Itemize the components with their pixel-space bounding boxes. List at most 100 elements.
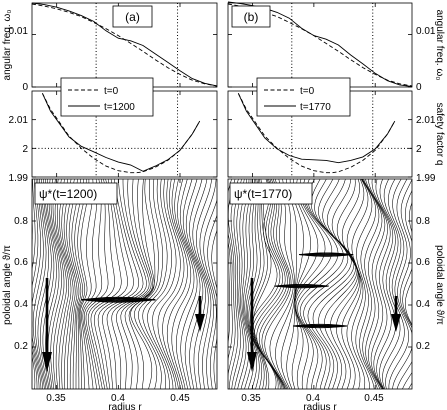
xlabel-a: radius r [108,402,142,410]
psi-b-island-line [274,283,329,287]
psi-a-contour-line [189,179,206,389]
psi-a-contour-line [35,179,47,389]
q-ytick-b-2: 2 [416,144,422,155]
psi-a-contour-line [97,179,134,389]
xtick-b-0.4: 0.4 [306,393,320,404]
psi-a-contour-line [116,179,150,389]
psi-b-contour-line [248,179,263,389]
psi-a-contour-line [124,179,154,389]
psi-b-contour-line [392,179,412,389]
q-a-series-dashed-line [41,93,201,174]
freq-plot-a [31,2,218,88]
psi-b-contour-line [385,179,405,389]
psi-a-contour-line [157,179,181,389]
psi-a-contour-line [32,179,40,389]
psi-b-contour-line [261,179,290,389]
psi-a-contour-line [79,179,90,389]
psi-b-contour-line [355,179,373,389]
psi-a-contour-line [185,179,204,389]
psi-a-contour-line [52,179,65,389]
psi-b-contour-line [396,179,412,389]
psi-a-contour-line [74,179,84,389]
psi-a-contour-line [83,179,103,389]
arrow-a-left [42,278,52,372]
psi-a-contour-line [77,179,87,389]
psi-a-contour-line [57,179,70,389]
psi-b-contour-line [228,179,231,344]
psi-a-contour-line [54,179,67,389]
psi-a-contour-line [182,179,201,389]
psi-b-contour-line [303,179,349,389]
psi-a-contour-line [199,179,217,389]
arrow-b-right [391,296,401,332]
xtick-a-0.45: 0.45 [170,393,190,404]
psi-b-contour-line [234,179,245,389]
q-plot-b [228,91,412,178]
legend-b: t=0 t=1770 [256,77,351,117]
legend-a-series-0: t=0 [104,86,119,97]
psi-b-contour-line [258,179,288,389]
xlabel-b: radius r [303,402,337,410]
psi-b-contour-line [330,179,359,389]
psi-a-contour-line [192,179,209,389]
freq-ytick-a-0: 0 [22,82,28,93]
psi-a-contour-line [147,179,172,389]
psi-ytick-a-0.4: 0.4 [14,299,28,310]
psi-b-contour-line [405,201,412,389]
psi-a-contour-line [171,179,192,389]
legend-b-series-0: t=0 [300,86,315,97]
freq-ylabel-left: angular freq. ω₀ [2,10,13,81]
psi-a-contour-line [166,179,188,389]
psi-a-contour-line [142,179,168,389]
psi-b-contour-line [286,179,304,389]
psi-a-contour-line [176,179,195,389]
psi-b-contour-line [249,179,265,389]
psi-ytick-a-0.2: 0.2 [14,341,28,352]
psi-a-contour-line [134,179,159,389]
psi-a-island-line [81,296,156,301]
psi-b-contour-line [253,179,272,389]
psi-ytick-b-0.2: 0.2 [416,341,430,352]
psi-b-contour-line [388,179,409,389]
psi-ytick-b-0.6: 0.6 [416,257,430,268]
psi-b-contour-line [379,179,396,389]
freq-ylabel-right: angular freq. ω₀ [434,10,445,81]
psi-ytick-a-0.6: 0.6 [14,257,28,268]
psi-ylabel-left: poloidal angle ϑ/π [2,245,13,325]
psi-a-contour-line [152,179,177,389]
psi-b-contour-line [318,179,357,389]
legend-b-series-1: t=1770 [300,102,331,113]
psi-a-contour-line [87,179,115,389]
psi-b-contour-line [371,179,391,389]
psi-b-contour-line [264,179,292,389]
psi-a-contour-line [61,179,74,389]
psi-title-a: ψ*(t=1200) [39,187,97,201]
psi-b-contour-line [362,179,380,389]
q-ytick-b-2.01: 2.01 [416,115,436,126]
psi-a-contour-line [68,179,80,389]
xtick-b-0.35: 0.35 [241,393,261,404]
psi-a-contour-line [120,179,152,389]
psi-a-contour-line [82,179,98,389]
psi-a-contour-line [102,179,139,389]
psi-b-contour-line [251,179,268,389]
freq-ytick-a-0.01: 0.01 [9,26,29,37]
psi-a-contour-line [138,179,163,389]
q-ytick-a-2.01: 2.01 [9,115,29,126]
psi-title-b-box [229,182,313,205]
psi-b-contour-line [228,179,233,361]
psi-panel-a-frame [31,178,218,390]
psi-b-contour-line [237,179,248,389]
q-ytick-b-1.99: 1.99 [416,173,436,184]
psi-b-contour-line [231,179,242,389]
q-a-series-solid-line [41,93,201,172]
xtick-a-0.35: 0.35 [46,393,66,404]
psi-a-contour-line [81,179,94,389]
psi-a-contour-line [90,179,122,389]
psi-a-contour-line [59,179,72,389]
q-ytick-a-1.99: 1.99 [9,173,29,184]
psi-a-contour-line [196,179,212,389]
psi-b-contour-line [312,179,355,389]
psi-ytick-b-0.4: 0.4 [416,299,430,310]
